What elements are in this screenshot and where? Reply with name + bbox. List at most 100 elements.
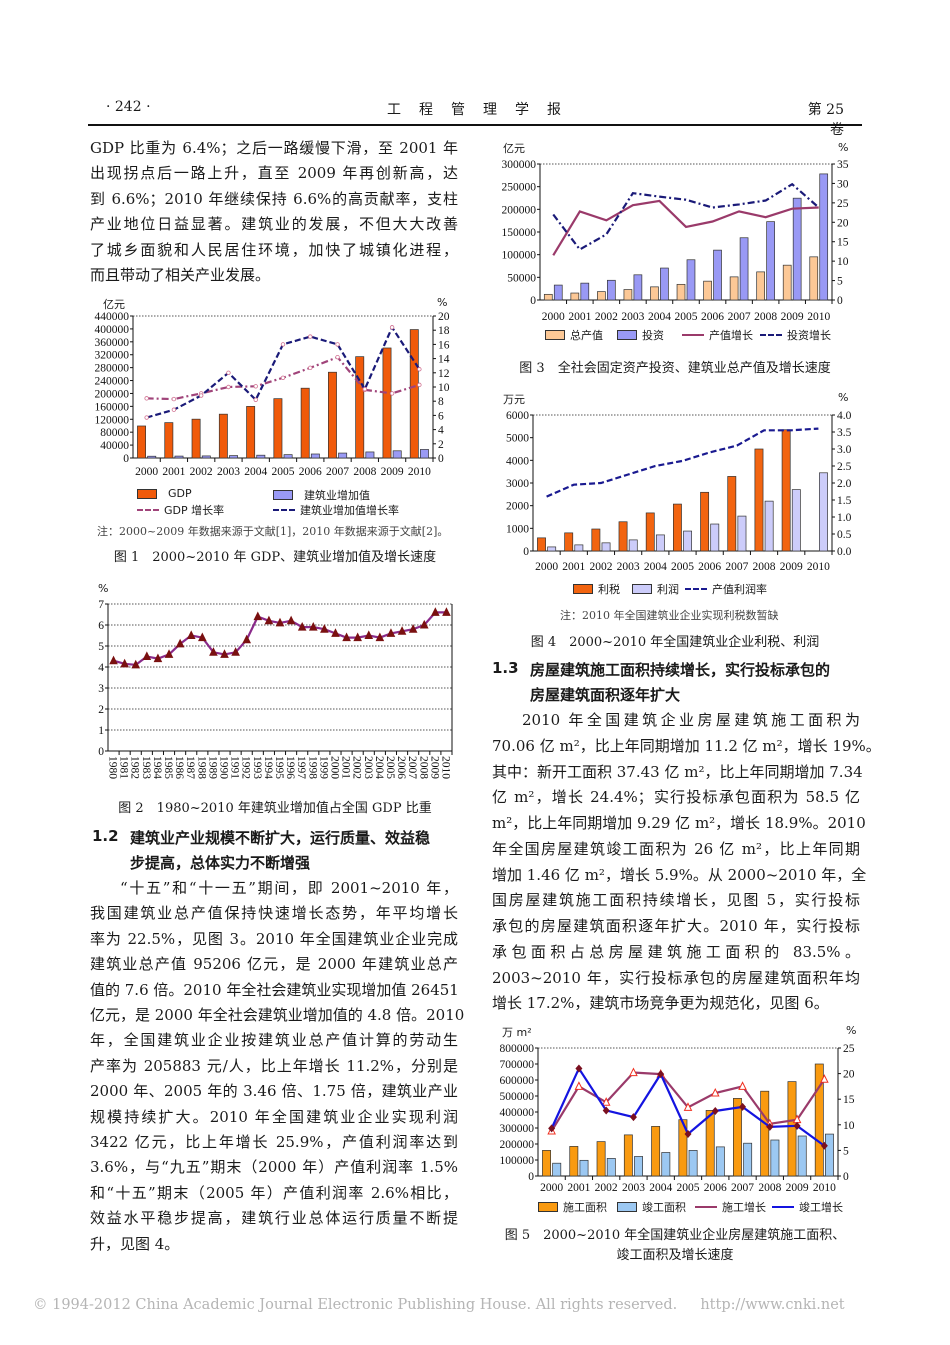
bar-利税 xyxy=(564,532,574,552)
left-tick-label: 500000 xyxy=(500,1091,535,1103)
legend-label: 建筑业增加值 xyxy=(304,489,370,502)
text-line: 产率为 205883 元/人，比上年增长 11.2%，分别是 xyxy=(90,1056,458,1075)
text-line: 到 6.6%；2010 年继续保持 6.6%的高贡献率，支柱 xyxy=(90,189,458,208)
bar-施工面积 xyxy=(814,1063,824,1177)
legend-item-completion-growth: 竣工增长 xyxy=(772,1199,843,1215)
left-tick-label: 200000 xyxy=(502,204,537,216)
legend-swatch xyxy=(632,584,652,594)
data-point xyxy=(320,624,329,633)
data-point xyxy=(297,621,307,631)
text-line: 亿元，是 2000 年全社会建筑业增加值的 4.8 倍。2010 xyxy=(90,1006,465,1024)
x-tick-label: 2008 xyxy=(417,756,429,779)
left-tick-label: 0 xyxy=(98,746,104,758)
x-tick-label: 1980 xyxy=(107,756,119,779)
left-tick-label: 2 xyxy=(98,704,104,716)
fig2-unit: % xyxy=(98,582,109,595)
data-point xyxy=(389,391,395,396)
bar-投资 xyxy=(739,237,749,301)
data-point xyxy=(602,1106,610,1115)
bar-竣工面积 xyxy=(770,1139,780,1177)
legend-item-gdp: GDP xyxy=(137,487,192,500)
left-tick-label: 4000 xyxy=(506,455,529,467)
legend-item-gdp-growth: GDP 增长率 xyxy=(137,502,224,518)
bar-GDP xyxy=(300,387,310,459)
right-tick-label: 8 xyxy=(438,396,444,408)
data-point xyxy=(280,375,286,380)
legend-item-profit: 利润 xyxy=(632,581,679,597)
text-line: 出现拐点后一路上升，直至 2009 年再创新高，达 xyxy=(90,164,458,183)
bar-投资 xyxy=(766,221,775,301)
right-tick-label: 0.0 xyxy=(837,546,852,558)
x-tick-label: 2006 xyxy=(299,466,322,478)
figure-3-chart: 0 50000 100000 150000 200000 250000 300000 0 5 10… xyxy=(502,159,849,323)
data-point xyxy=(739,1102,747,1111)
right-tick-label: 30 xyxy=(837,178,849,190)
right-tick-label: 1.5 xyxy=(837,495,852,507)
right-tick-label: 0.5 xyxy=(837,529,852,541)
bar-投资 xyxy=(633,274,643,301)
right-tick-label: 15 xyxy=(837,237,849,249)
left-tick-label: 0 xyxy=(530,295,536,307)
legend-label: 产值增长 xyxy=(709,329,753,342)
x-tick-label: 2003 xyxy=(617,561,640,573)
right-tick-label: 6 xyxy=(438,410,444,422)
bar-GDP xyxy=(355,356,365,459)
x-tick-label: 2008 xyxy=(353,466,376,478)
x-tick-label: 1982 xyxy=(129,756,141,779)
data-point xyxy=(431,607,440,616)
right-tick-label: 2.0 xyxy=(837,478,852,490)
x-tick-label: 2001 xyxy=(562,561,585,573)
text-line: 承包的房屋建筑面积逐年扩大。2010 年，实行投标 xyxy=(492,917,860,935)
data-point xyxy=(353,632,362,642)
bar-施工面积 xyxy=(787,1081,797,1177)
x-tick-label: 2006 xyxy=(701,311,724,323)
x-tick-label: 2001 xyxy=(567,1182,590,1194)
left-tick-label: 200000 xyxy=(95,388,130,400)
legend-item-investment-growth: 投资增长 xyxy=(760,327,831,343)
left-tick-label: 1 xyxy=(98,725,104,737)
x-tick-label: 2009 xyxy=(780,561,803,573)
bar-GDP xyxy=(328,371,337,459)
x-tick-label: 2000 xyxy=(535,561,558,573)
data-point xyxy=(417,367,422,372)
data-point xyxy=(286,615,296,625)
x-tick-label: 2007 xyxy=(728,311,751,323)
bar-利润 xyxy=(655,534,665,552)
cnki-link[interactable]: http://www.cnki.net xyxy=(700,1297,845,1313)
data-point xyxy=(253,611,263,621)
data-point xyxy=(793,1121,801,1130)
legend-swatch xyxy=(617,330,637,340)
bar-施工面积 xyxy=(651,1126,661,1177)
right-tick-label: 5 xyxy=(843,1145,849,1157)
left-tick-label: 5 xyxy=(98,641,104,653)
data-point xyxy=(144,415,149,420)
x-tick-label: 2007 xyxy=(725,561,748,573)
legend-item-under-construction: 施工面积 xyxy=(538,1199,607,1215)
figure-1-chart: 0400008000012000016000020000024000028000… xyxy=(95,311,450,478)
data-point xyxy=(820,1141,828,1150)
legend-line xyxy=(273,509,295,511)
left-tick-label: 300000 xyxy=(502,159,537,171)
left-tick-label: 200000 xyxy=(500,1139,535,1151)
bar-利税 xyxy=(700,491,710,552)
data-point xyxy=(657,1070,665,1079)
x-tick-label: 2006 xyxy=(698,561,721,573)
left-tick-label: 300000 xyxy=(500,1123,535,1135)
text-line: “十五”和“十一五”期间，即 2001~2010 年， xyxy=(120,879,458,897)
bar-总产值 xyxy=(597,291,606,301)
legend-label: 竣工增长 xyxy=(799,1201,843,1214)
right-tick-label: 10 xyxy=(837,256,849,268)
right-tick-label: 3.5 xyxy=(837,427,852,439)
x-tick-label: 2006 xyxy=(395,756,407,779)
legend-label: GDP xyxy=(168,487,192,500)
x-tick-label: 1981 xyxy=(118,756,130,779)
data-point xyxy=(142,651,152,660)
x-tick-label: 1986 xyxy=(173,756,185,779)
x-tick-label: 2002 xyxy=(595,1182,618,1194)
fig2-caption: 图 2 1980~2010 年建筑业增加值占全国 GDP 比重 xyxy=(118,801,432,816)
legend-label: 利润 xyxy=(657,583,679,596)
left-tick-label: 320000 xyxy=(95,350,130,362)
x-tick-label: 2000 xyxy=(328,756,340,779)
text-line: 亿 m²，增长 24.4%；实行投标承包面积为 58.5 亿 xyxy=(492,788,860,807)
x-tick-label: 1995 xyxy=(273,756,285,779)
